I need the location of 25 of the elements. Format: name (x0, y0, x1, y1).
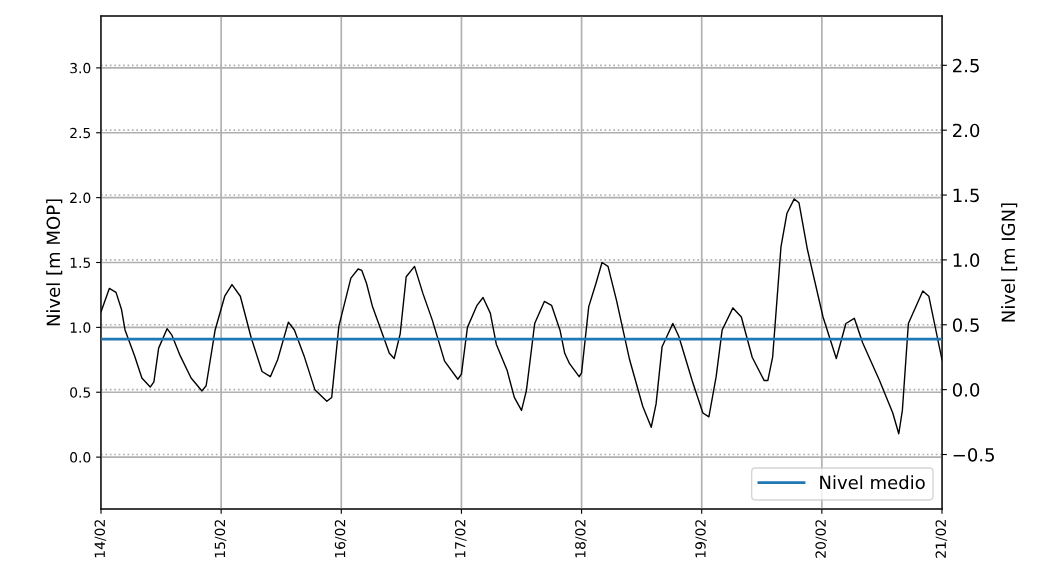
x-tick-label: 16/02 (334, 520, 347, 558)
y-tick-label: 1.0 (70, 322, 91, 333)
y2-tick-label: 2.0 (953, 123, 980, 138)
x-tick-label: 17/02 (454, 520, 467, 558)
x-tick-label: 18/02 (575, 520, 587, 558)
x-tick-label: 15/02 (214, 520, 227, 558)
y-tick-label: 0.5 (70, 387, 91, 398)
y2-tick-label: 0.5 (952, 318, 979, 332)
y2-tick-label: 1.5 (953, 188, 979, 203)
x-tick-label: 20/02 (815, 520, 827, 558)
y2-tick-label: 1.0 (953, 253, 980, 268)
x-tick-label: 21/02 (935, 520, 948, 558)
y-tick-label: 1.5 (70, 257, 91, 268)
y2-tick-label: 2.5 (953, 58, 979, 73)
y-tick-label: 2.5 (70, 127, 91, 139)
legend-label: Nivel medio (820, 475, 925, 490)
y-tick-label: 2.0 (70, 192, 91, 204)
y-tick-label: 0.0 (70, 452, 91, 463)
y2-tick-label: −0.5 (953, 447, 994, 462)
y2-tick-label: 0.0 (952, 383, 980, 397)
x-tick-label: 14/02 (94, 520, 107, 558)
y2-axis-title: Nivel [m IGN] (1001, 203, 1018, 322)
y-axis-title: Nivel [m MOP] (46, 199, 63, 326)
x-tick-label: 19/02 (695, 520, 707, 558)
y-tick-label: 3.0 (70, 62, 91, 74)
